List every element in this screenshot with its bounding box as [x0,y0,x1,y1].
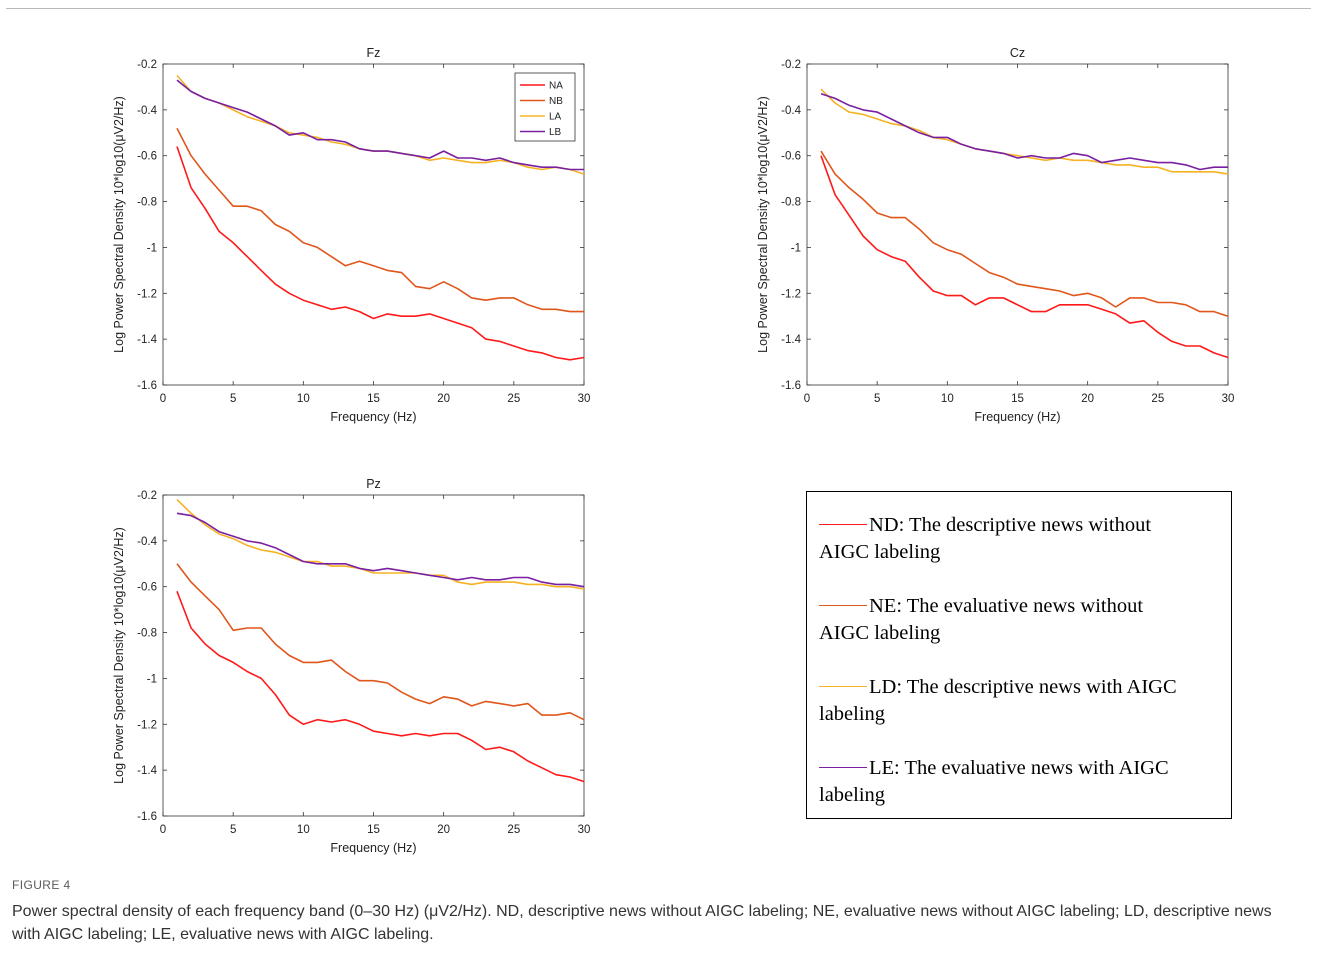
inline-legend-label-la: LA [549,112,562,123]
y-tick-label: -0.2 [137,59,157,71]
y-tick-label: -1.4 [137,765,157,777]
legend-entry-le-line1: LE: The evaluative news with AIGC [869,757,1169,779]
y-tick-label: -1.2 [137,288,157,300]
series-legend-box: ND: The descriptive news without AIGC la… [806,491,1232,819]
y-tick-label: -0.8 [781,197,801,209]
series-line-s1 [820,155,1229,359]
x-tick-label: 0 [804,393,810,405]
y-tick-label: -0.2 [781,59,801,71]
y-tick-label: -0.4 [781,105,801,117]
legend-entry-ld-line1: LD: The descriptive news with AIGC [869,676,1177,698]
x-axis-label: Frequency (Hz) [330,841,416,855]
legend-entry-ne-line2: AIGC labeling [819,622,941,644]
series-line-lb [176,79,584,171]
y-axis-label: Log Power Spectral Density 10*log10(μV2/… [112,527,126,784]
y-tick-label: -1 [147,242,157,254]
series-line-nb [176,127,584,313]
series-line-s3 [176,499,585,590]
x-tick-label: 10 [941,393,954,405]
chart-panel-cz: 0 5 10 15 20 25 30 -1.6 -1.4 -1.2 -1 -0.8 -0.6 -0.4 -0… [756,46,1234,424]
x-tick-label: 25 [507,393,520,405]
legend-swatch-nd [819,523,867,525]
y-tick-label: -1 [791,242,801,254]
y-axis-label: Log Power Spectral Density 10*log10(μV2/… [756,96,770,353]
chart-panel-pz: 0 5 10 15 20 25 30 -1.6 -1.4 -1.2 -1 -0.8 -0.6 -0.4 -0… [112,477,590,855]
legend-swatch-le [819,766,867,768]
y-tick-label: -0.6 [137,151,157,163]
x-axis-label: Frequency (Hz) [974,410,1060,424]
y-tick-label: -1.6 [137,811,157,823]
legend-entry-nd-line2: AIGC labeling [819,541,941,563]
legend-entry-nd: ND: The descriptive news without AIGC la… [819,512,1219,566]
y-tick-label: -1.6 [137,380,157,392]
x-tick-label: 20 [437,393,450,405]
plot-area-frame [162,494,585,817]
series-line-s3 [820,88,1229,175]
series-line-s1 [176,591,585,783]
figure-caption: Power spectral density of each frequency… [12,903,1272,943]
y-tick-label: -0.2 [137,490,157,502]
x-tick-label: 20 [1081,393,1094,405]
y-tick-label: -1.6 [781,380,801,392]
chart-title: Cz [1010,46,1025,60]
y-tick-label: -0.6 [137,582,157,594]
y-tick-label: -1.2 [781,288,801,300]
legend-entry-le-line2: labeling [819,784,886,806]
chart-panel-fz: 0 5 10 15 20 25 30 -1.6 -1.4 -1.2 -1 -0.8 -0.6 -0.4 -0… [112,46,590,424]
x-tick-label: 30 [1222,393,1235,405]
y-tick-label: -0.4 [137,105,157,117]
x-tick-label: 10 [297,393,310,405]
x-tick-label: 20 [437,824,450,836]
y-tick-label: -0.6 [781,151,801,163]
legend-entry-ld-line2: labeling [819,703,886,725]
chart-title: Fz [367,46,381,60]
y-tick-label: -0.8 [137,628,157,640]
x-tick-label: 5 [874,393,880,405]
x-tick-label: 30 [578,393,591,405]
x-tick-label: 10 [297,824,310,836]
legend-swatch-ne [819,604,867,606]
series-line-s2 [820,150,1229,317]
inline-legend-label-na: NA [549,81,563,92]
figure-label: FIGURE 4 [12,878,71,892]
series-line-s4 [820,93,1228,171]
x-tick-label: 15 [1011,393,1024,405]
chart-title: Pz [366,477,381,491]
y-tick-label: -0.4 [137,536,157,548]
y-tick-label: -1 [147,673,157,685]
y-tick-label: -1.4 [137,334,157,346]
x-tick-label: 0 [160,393,166,405]
y-tick-label: -0.8 [137,197,157,209]
legend-entry-nd-line1: ND: The descriptive news without [869,514,1152,536]
x-tick-label: 15 [367,824,380,836]
series-line-s4 [176,512,585,588]
legend-entry-ne: NE: The evaluative news without AIGC lab… [819,593,1219,647]
legend-entry-ld: LD: The descriptive news with AIGC label… [819,674,1219,728]
inline-legend-label-lb: LB [549,127,562,138]
x-tick-label: 0 [160,824,166,836]
x-tick-label: 25 [1151,393,1164,405]
series-line-s2 [176,563,585,721]
legend-entry-le: LE: The evaluative news with AIGC labeli… [819,755,1219,809]
x-tick-label: 30 [578,824,591,836]
x-tick-label: 5 [230,393,236,405]
x-tick-label: 5 [230,824,236,836]
y-axis-label: Log Power Spectral Density 10*log10(μV2/… [112,96,126,353]
inline-legend-label-nb: NB [549,96,563,107]
x-tick-label: 25 [507,824,520,836]
series-line-na [176,146,585,361]
figure-top-rule [6,8,1311,964]
legend-swatch-ld [819,685,867,687]
x-axis-label: Frequency (Hz) [330,410,416,424]
x-tick-label: 15 [367,393,380,405]
y-tick-label: -1.4 [781,334,801,346]
y-tick-label: -1.2 [137,719,157,731]
legend-entry-ne-line1: NE: The evaluative news without [869,595,1144,617]
